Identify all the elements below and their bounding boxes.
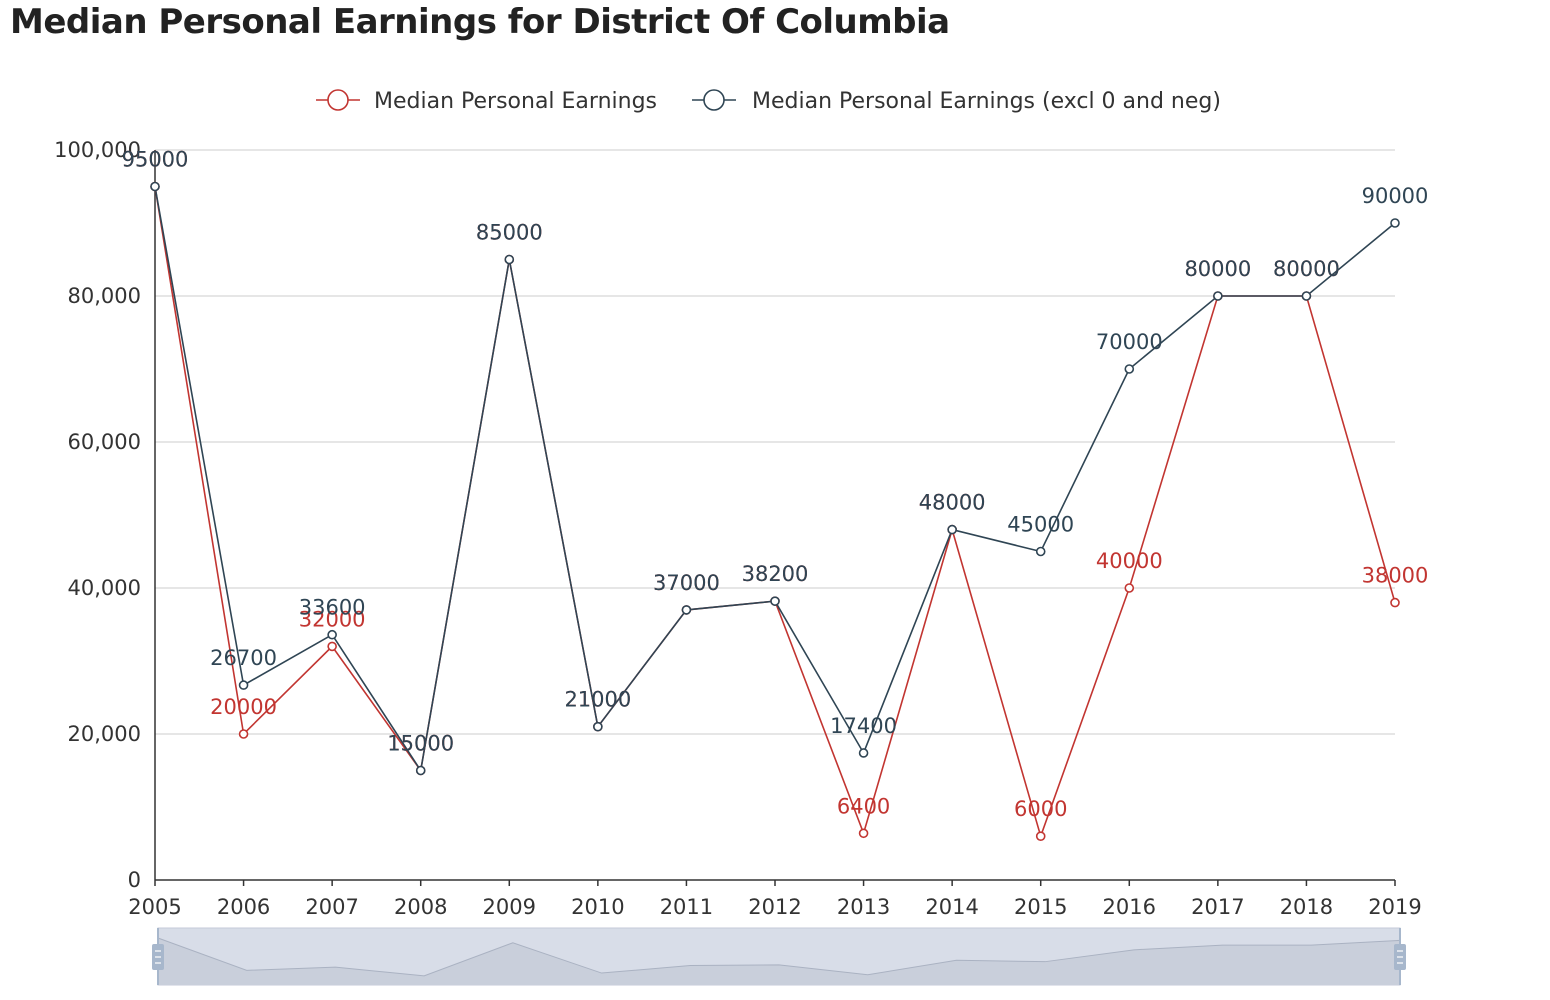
- data-label-median-earnings: 48000: [919, 491, 986, 515]
- data-point-median-earnings-excl[interactable]: [238, 680, 249, 690]
- y-tick-label: 40,000: [68, 576, 141, 600]
- series-line-median-earnings: [154, 186, 1396, 839]
- data-point-median-earnings-excl[interactable]: [1390, 218, 1400, 228]
- y-tick-label: 100,000: [54, 138, 141, 162]
- data-label-median-earnings: 20000: [210, 695, 277, 719]
- data-label-median-earnings: 80000: [1273, 257, 1340, 281]
- data-label-median-earnings: 37000: [653, 571, 720, 595]
- data-point-median-earnings-excl[interactable]: [504, 254, 515, 265]
- legend-item-median-earnings-excl[interactable]: Median Personal Earnings (excl 0 and neg…: [692, 89, 1221, 114]
- legend-item-median-earnings[interactable]: Median Personal Earnings: [316, 89, 657, 114]
- data-label-median-earnings: 6400: [837, 794, 890, 818]
- y-tick-label: 0: [128, 868, 141, 892]
- data-label-median-earnings-excl: 15000: [387, 732, 454, 756]
- data-label-median-earnings: 85000: [476, 221, 543, 245]
- data-point-median-earnings[interactable]: [1390, 597, 1400, 608]
- data-label-median-earnings-excl: 21000: [564, 688, 631, 712]
- data-label-median-earnings: 38000: [1362, 564, 1429, 588]
- data-point-median-earnings-excl[interactable]: [858, 748, 869, 758]
- data-label-median-earnings-excl: 37000: [653, 571, 720, 595]
- data-point-median-earnings-excl[interactable]: [593, 721, 603, 732]
- data-point-median-earnings-excl[interactable]: [681, 605, 692, 615]
- data-point-median-earnings-excl[interactable]: [1213, 291, 1223, 301]
- legend-circle-icon: [327, 89, 349, 111]
- data-label-median-earnings: 21000: [564, 688, 631, 712]
- data-label-median-earnings: 32000: [299, 607, 366, 631]
- data-label-median-earnings-excl: 17400: [830, 714, 897, 738]
- data-zoom-preview-line: [157, 937, 1401, 977]
- data-label-median-earnings-excl: 70000: [1096, 330, 1163, 354]
- x-tick-label: 2009: [483, 895, 536, 919]
- data-point-median-earnings-excl[interactable]: [1124, 364, 1135, 374]
- data-zoom-handle-right[interactable]: [1394, 928, 1406, 985]
- y-tick-label: 80,000: [68, 284, 141, 308]
- data-label-median-earnings: 15000: [387, 732, 454, 756]
- data-label-median-earnings: 80000: [1184, 257, 1251, 281]
- data-point-median-earnings[interactable]: [858, 828, 869, 839]
- y-tick-label: 60,000: [68, 430, 141, 454]
- data-point-median-earnings[interactable]: [238, 729, 249, 739]
- data-point-median-earnings-excl[interactable]: [415, 765, 426, 776]
- x-tick-label: 2014: [925, 895, 978, 919]
- legend-label: Median Personal Earnings: [374, 89, 657, 114]
- data-point-median-earnings-excl[interactable]: [1035, 546, 1046, 557]
- x-tick-label: 2010: [571, 895, 624, 919]
- x-tick-label: 2018: [1280, 895, 1333, 919]
- y-tick-label: 20,000: [68, 722, 141, 746]
- data-label-median-earnings-excl: 26700: [210, 646, 277, 670]
- data-point-median-earnings[interactable]: [1124, 583, 1135, 593]
- data-label-median-earnings: 38200: [742, 562, 809, 586]
- x-tick-label: 2008: [394, 895, 447, 919]
- x-tick-label: 2017: [1191, 895, 1244, 919]
- x-tick-label: 2015: [1014, 895, 1067, 919]
- data-label-median-earnings-excl: 45000: [1007, 513, 1074, 537]
- legend-circle-icon: [703, 89, 725, 111]
- data-zoom-slider[interactable]: [152, 927, 1406, 986]
- x-tick-label: 2006: [217, 895, 270, 919]
- x-tick-label: 2013: [837, 895, 890, 919]
- data-label-median-earnings-excl: 33600: [299, 596, 366, 620]
- data-point-median-earnings-excl[interactable]: [150, 181, 160, 192]
- x-tick-label: 2019: [1368, 895, 1421, 919]
- data-label-median-earnings-excl: 90000: [1362, 184, 1429, 208]
- data-zoom-handle-left[interactable]: [152, 928, 164, 985]
- data-label-median-earnings-excl: 85000: [476, 221, 543, 245]
- legend-label: Median Personal Earnings (excl 0 and neg…: [752, 89, 1221, 114]
- data-label-median-earnings-excl: 38200: [742, 562, 809, 586]
- data-label-median-earnings-excl: 95000: [122, 148, 189, 172]
- data-label-median-earnings-excl: 48000: [919, 491, 986, 515]
- data-label-median-earnings: 6000: [1014, 797, 1067, 821]
- data-label-median-earnings-excl: 80000: [1273, 257, 1340, 281]
- data-label-median-earnings: 40000: [1096, 549, 1163, 573]
- data-point-median-earnings[interactable]: [1035, 831, 1046, 842]
- data-point-median-earnings-excl[interactable]: [947, 524, 957, 535]
- data-point-median-earnings-excl[interactable]: [327, 629, 337, 640]
- data-zoom-preview-area: [158, 938, 1400, 985]
- data-point-median-earnings-excl[interactable]: [770, 596, 780, 606]
- data-point-median-earnings[interactable]: [327, 641, 337, 652]
- x-tick-label: 2007: [305, 895, 358, 919]
- x-tick-label: 2005: [128, 895, 181, 919]
- x-tick-label: 2016: [1103, 895, 1156, 919]
- data-point-median-earnings-excl[interactable]: [1301, 291, 1312, 301]
- data-label-median-earnings: 95000: [122, 148, 189, 172]
- data-label-median-earnings-excl: 80000: [1184, 257, 1251, 281]
- x-tick-label: 2011: [660, 895, 713, 919]
- chart-title: Median Personal Earnings for District Of…: [10, 2, 950, 42]
- x-tick-label: 2012: [748, 895, 801, 919]
